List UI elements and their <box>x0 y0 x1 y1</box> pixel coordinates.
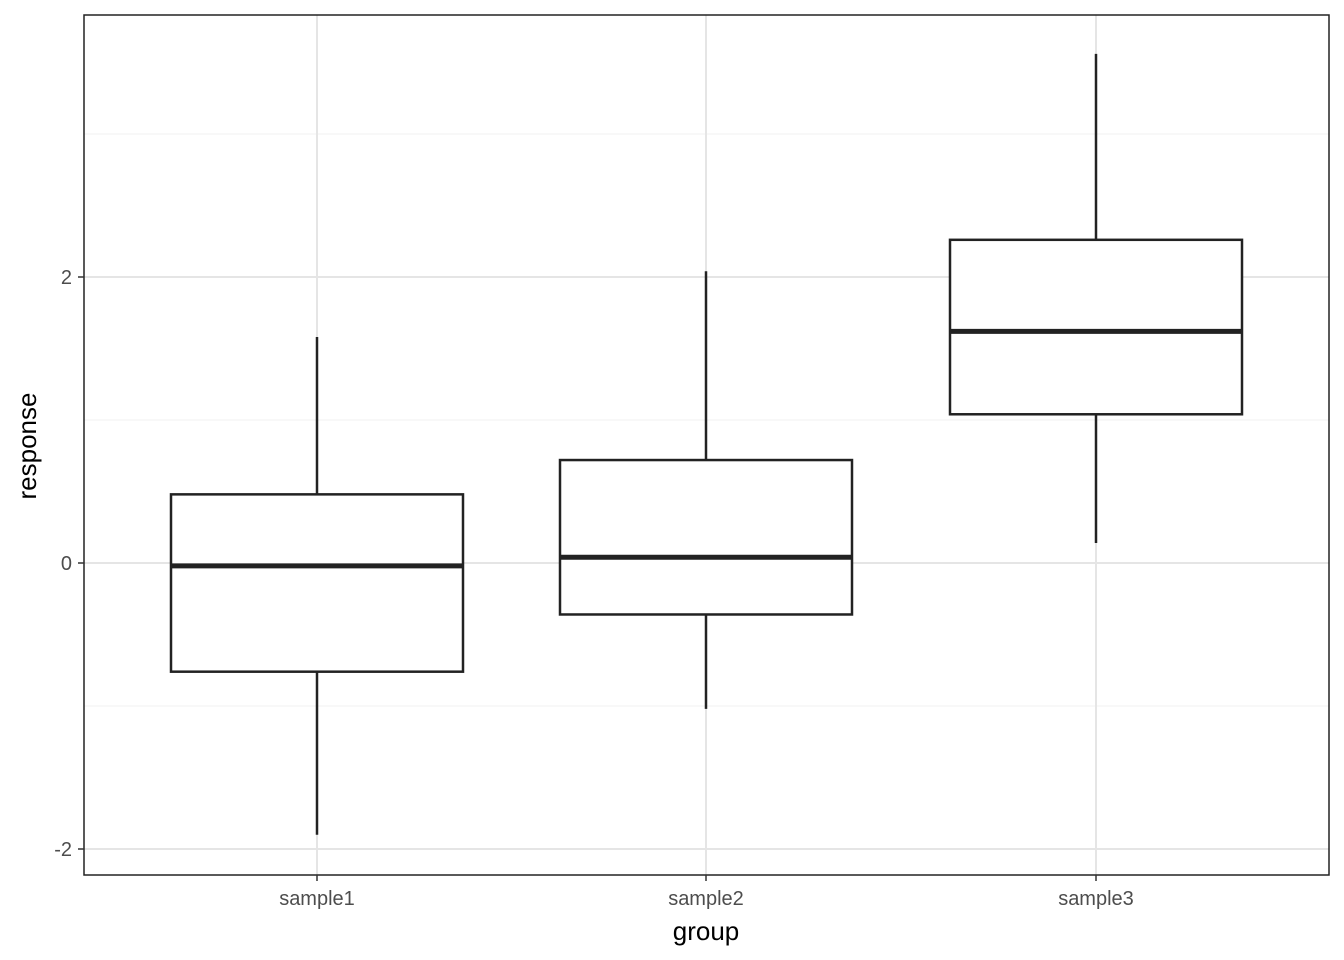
y-tick-label: 0 <box>61 553 72 575</box>
box-iqr <box>169 493 465 673</box>
box-sample2 <box>558 271 854 709</box>
x-tick-label: sample2 <box>668 888 744 910</box>
box-iqr <box>948 238 1244 416</box>
box-sample3 <box>948 53 1244 543</box>
x-axis-title: group <box>673 916 740 946</box>
box-iqr <box>558 458 854 616</box>
x-tick-label: sample3 <box>1058 888 1134 910</box>
box-layer <box>169 53 1244 835</box>
y-axis-title: response <box>12 393 42 500</box>
y-tick-label: 2 <box>61 267 72 289</box>
x-tick-label: sample1 <box>279 888 355 910</box>
box-sample1 <box>169 337 465 835</box>
y-tick-label: -2 <box>54 839 72 861</box>
axis-layer: -2 0 2 sample1 sample2 sample3 <box>54 267 1134 910</box>
